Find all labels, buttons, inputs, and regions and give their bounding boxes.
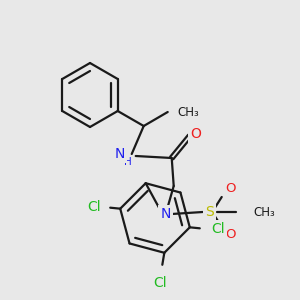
Text: N: N	[115, 147, 125, 161]
Text: O: O	[226, 229, 236, 242]
Text: S: S	[205, 205, 214, 219]
Text: CH₃: CH₃	[254, 206, 275, 218]
Text: Cl: Cl	[87, 200, 101, 214]
Text: CH₃: CH₃	[178, 106, 200, 118]
Text: Cl: Cl	[211, 222, 225, 236]
Text: O: O	[226, 182, 236, 196]
Text: O: O	[190, 127, 201, 141]
Text: N: N	[160, 207, 171, 221]
Text: H: H	[124, 157, 132, 167]
Text: Cl: Cl	[154, 276, 167, 290]
